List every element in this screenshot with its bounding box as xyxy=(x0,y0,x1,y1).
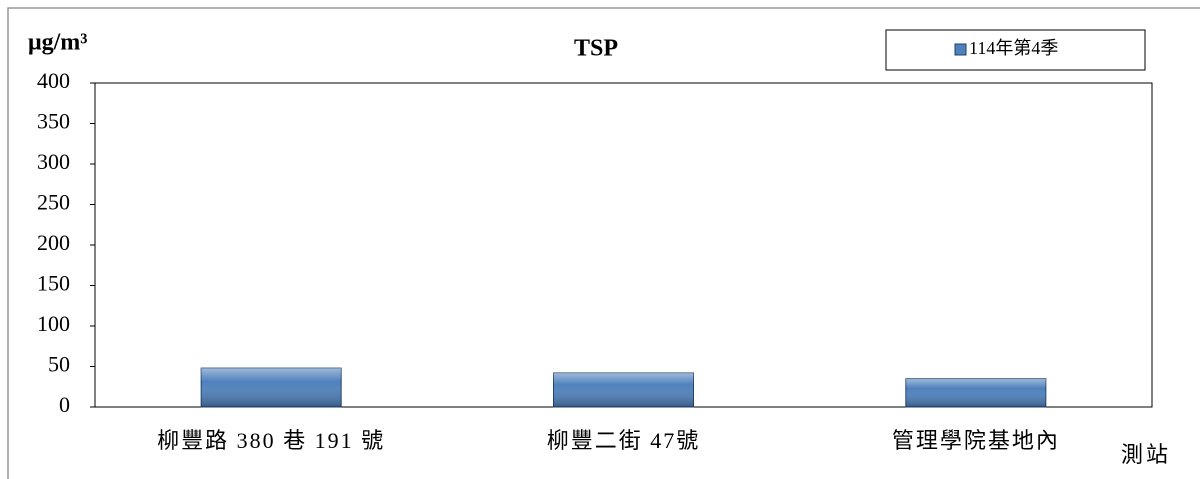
plot-area xyxy=(94,82,1153,408)
y-tick-label: 50 xyxy=(48,352,70,377)
x-tick-label: 柳豐路 380 巷 191 號 xyxy=(157,428,385,453)
bar-shine xyxy=(201,368,342,407)
y-tick-label: 200 xyxy=(37,230,70,255)
chart-title: TSP xyxy=(574,36,618,62)
y-axis-label: μg/m³ xyxy=(28,30,87,56)
bar-shine xyxy=(905,378,1046,407)
y-tick-label: 300 xyxy=(37,149,70,174)
y-tick-label: 350 xyxy=(37,109,70,134)
y-tick-label: 0 xyxy=(59,392,70,417)
y-tick-label: 400 xyxy=(37,68,70,93)
legend-box xyxy=(885,29,1146,71)
chart-border xyxy=(7,7,1200,479)
y-tick-label: 250 xyxy=(37,190,70,215)
x-axis-label: 測站 xyxy=(1121,442,1171,467)
legend-label: 114年第4季 xyxy=(969,38,1058,58)
x-tick-label: 柳豐二街 47號 xyxy=(547,428,701,453)
y-tick-label: 100 xyxy=(37,311,70,336)
bar-shine xyxy=(553,372,694,407)
y-tick-label: 150 xyxy=(37,271,70,296)
legend-swatch xyxy=(954,43,967,56)
x-tick-label: 管理學院基地內 xyxy=(892,428,1060,453)
